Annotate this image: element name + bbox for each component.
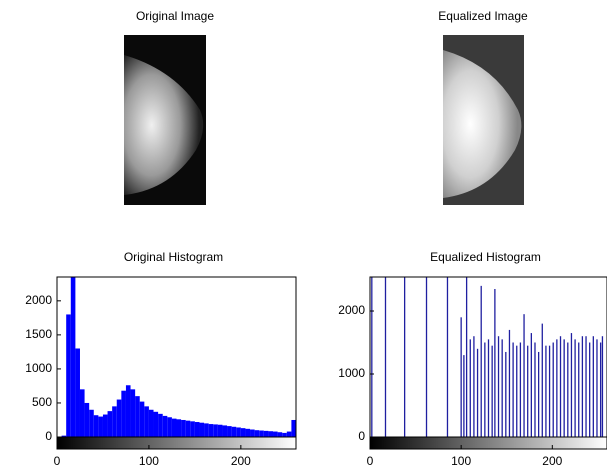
bar bbox=[112, 406, 117, 437]
colorbar bbox=[57, 437, 296, 449]
bar bbox=[140, 402, 145, 437]
x-tick-label: 0 bbox=[54, 454, 61, 468]
bar bbox=[177, 419, 182, 437]
y-tick-label: 1000 bbox=[338, 366, 365, 380]
x-tick-label: 0 bbox=[367, 454, 374, 468]
image-title: Equalized Image bbox=[438, 9, 528, 23]
bar bbox=[204, 423, 209, 437]
bar bbox=[163, 416, 168, 437]
y-tick-label: 500 bbox=[32, 395, 52, 409]
bar bbox=[241, 428, 246, 437]
bar bbox=[218, 425, 223, 437]
bar bbox=[273, 432, 278, 437]
bar bbox=[80, 389, 85, 437]
bar bbox=[278, 432, 283, 437]
y-tick-label: 0 bbox=[45, 429, 52, 443]
bar bbox=[71, 165, 76, 437]
bar bbox=[131, 389, 136, 437]
bar bbox=[158, 414, 163, 437]
bar bbox=[227, 426, 232, 437]
bar bbox=[255, 430, 260, 437]
bar bbox=[121, 391, 126, 437]
x-tick-label: 100 bbox=[139, 454, 159, 468]
y-tick-label: 2000 bbox=[338, 303, 365, 317]
bar bbox=[144, 406, 149, 437]
bar bbox=[250, 430, 255, 437]
bar bbox=[154, 412, 159, 437]
equalized-image bbox=[443, 35, 524, 205]
y-tick-label: 1500 bbox=[25, 327, 52, 341]
bar bbox=[209, 424, 214, 437]
bar bbox=[213, 424, 218, 437]
bar bbox=[186, 421, 191, 437]
figure: Original Image Equalized Image Original … bbox=[0, 0, 607, 471]
bar bbox=[245, 429, 250, 437]
bar bbox=[167, 417, 172, 437]
bar bbox=[199, 423, 204, 437]
bar bbox=[66, 314, 71, 437]
bar bbox=[85, 403, 90, 437]
bar bbox=[190, 421, 195, 437]
bar bbox=[181, 420, 186, 437]
bar bbox=[236, 427, 241, 437]
y-tick-label: 0 bbox=[358, 429, 365, 443]
plot-area bbox=[62, 165, 296, 437]
bar bbox=[135, 396, 140, 437]
x-tick-label: 200 bbox=[542, 454, 562, 468]
bar bbox=[282, 433, 287, 437]
bar bbox=[98, 417, 103, 437]
bar bbox=[232, 427, 237, 437]
bar bbox=[75, 348, 80, 437]
bar bbox=[117, 400, 122, 437]
chart-title: Original Histogram bbox=[124, 250, 223, 264]
bar bbox=[94, 415, 99, 437]
bar bbox=[287, 432, 292, 437]
plot-area bbox=[372, 273, 603, 437]
x-tick-label: 200 bbox=[231, 454, 251, 468]
colorbar bbox=[370, 437, 607, 449]
bar bbox=[108, 411, 113, 437]
x-tick-label: 100 bbox=[451, 454, 471, 468]
bar bbox=[103, 415, 108, 437]
chart-title: Equalized Histogram bbox=[430, 250, 541, 264]
original-image bbox=[124, 35, 206, 205]
y-tick-label: 2000 bbox=[25, 293, 52, 307]
bar bbox=[291, 420, 296, 437]
y-tick-label: 1000 bbox=[25, 361, 52, 375]
bar bbox=[126, 385, 131, 437]
image-title: Original Image bbox=[136, 9, 214, 23]
bar bbox=[195, 422, 200, 437]
bar bbox=[149, 410, 154, 437]
bar bbox=[89, 410, 94, 437]
bar bbox=[259, 431, 264, 437]
bar bbox=[172, 419, 177, 437]
bar bbox=[268, 431, 273, 437]
bar bbox=[222, 425, 227, 437]
bar bbox=[264, 431, 269, 437]
